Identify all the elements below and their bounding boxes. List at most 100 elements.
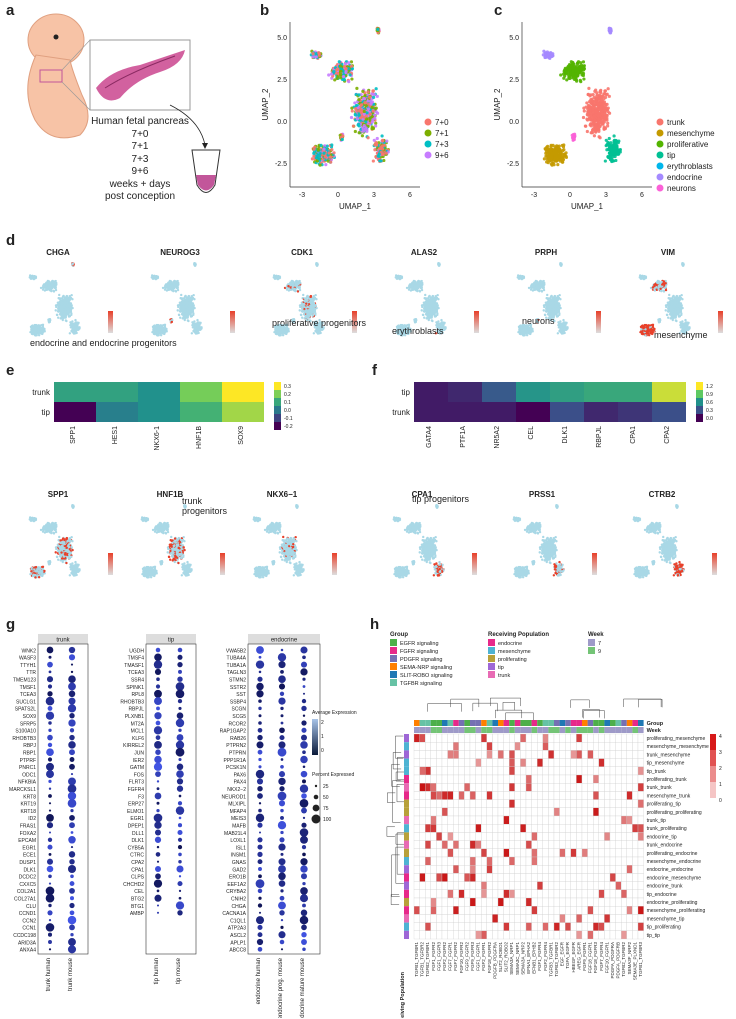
feature-point [180,309,183,313]
umap-point [613,139,617,143]
umap-point [366,90,370,94]
feature-point [29,330,32,334]
feature-point [306,299,309,302]
feature-point [159,334,163,337]
feature-point [30,328,33,331]
umap-point [549,154,554,158]
umap-point [596,114,600,118]
feature-point [177,313,181,317]
umap-point [596,120,600,124]
umap-point [317,53,321,57]
umap-point [347,61,351,65]
umap-point [613,152,617,156]
feature-point [59,317,62,320]
umap-point [374,121,378,125]
feature-point [181,312,184,316]
feature-point [169,284,173,288]
feature-point [71,262,74,266]
umap-point [549,51,553,55]
feature-point [293,287,296,290]
y-axis-title: UMAP_2 [493,88,502,121]
umap-point [366,136,370,140]
feature-point [176,309,179,312]
panel-a-illustration [27,13,221,193]
feature-point [314,323,318,327]
umap-point [319,143,323,147]
umap-point [543,55,547,59]
umap-point [609,152,613,156]
umap-point [589,109,593,113]
feature-point [30,325,33,329]
umap-point [554,151,558,155]
x-tick-label: 6 [408,192,412,199]
feature-point [199,321,202,325]
feature-point [51,283,54,286]
umap-point [342,78,346,82]
umap-point [589,131,593,135]
feature-point [287,284,290,288]
umap-point [317,154,322,158]
umap-point [589,122,593,126]
panel-label-a: a [6,2,15,19]
feature-point [163,332,166,336]
umap-point [555,155,560,159]
feature-point [189,303,193,307]
umap-point [368,112,373,116]
feature-point [296,280,300,283]
feature-point [194,328,197,331]
feature-point [312,305,315,309]
umap-point [587,86,591,90]
feature-point [189,314,193,317]
umap-by-celltype: -3 0 3 65.02.50.0-2.5UMAP_1UMAP_2trunkmesen… [493,22,715,211]
feature-point [36,328,40,331]
feature-point [61,295,65,298]
umap-point [571,76,575,80]
feature-point [152,328,155,331]
feature-point [312,300,315,304]
umap-point [583,124,588,128]
umap-point [359,110,363,115]
umap-point [354,103,359,108]
umap-point [330,148,334,152]
umap-point [375,136,379,141]
feature-point [309,304,312,308]
umap-point [340,137,344,142]
feature-point [33,276,37,279]
feature-point [76,327,80,331]
feature-point [179,302,183,306]
umap-point [323,155,328,159]
umap-point [381,139,385,143]
feature-point [68,300,71,304]
legend-label: trunk [667,118,686,127]
feature-point [74,318,77,322]
legend-swatch [424,140,432,148]
feature-point [284,330,288,333]
feature-point [43,327,46,331]
feature-point [182,309,185,312]
legend-label: erythroblasts [667,162,713,171]
feature-point [277,326,280,329]
umap-point [585,129,589,134]
legend-label: tip [667,151,676,160]
feature-point [54,288,58,292]
colorbar [352,311,357,333]
umap-point [349,64,354,68]
feature-point [183,318,186,322]
feature-point [198,327,202,331]
umap-point [341,75,346,79]
feature-point [39,286,43,290]
feature-point [192,323,196,327]
umap-point [355,117,360,121]
umap-point [364,114,368,118]
umap-point [344,69,348,74]
feature-point [72,328,75,331]
umap-point [542,157,546,161]
feature-point [48,320,52,324]
feature-point [181,317,184,320]
umap-point [357,109,361,113]
umap-point [337,60,341,64]
caption-line: 7+3 [131,153,149,165]
feature-point [54,304,58,307]
feature-point [181,297,184,300]
x-axis-title: UMAP_1 [339,202,372,211]
